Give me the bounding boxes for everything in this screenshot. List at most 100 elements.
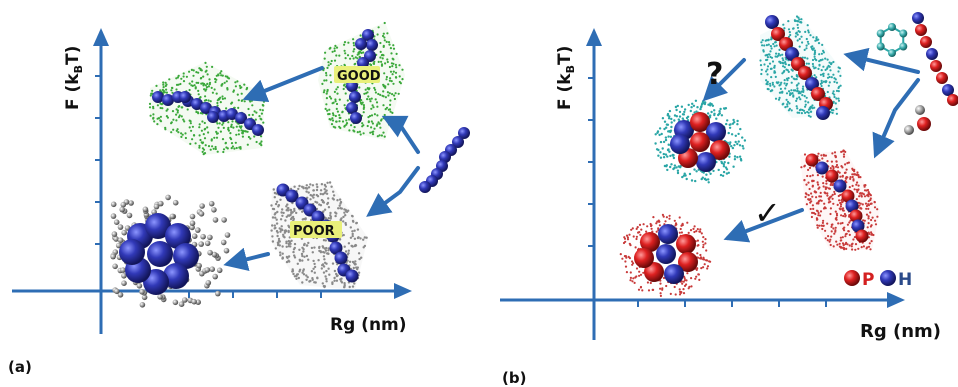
- solvent-particle: [117, 292, 124, 298]
- solvent-particle: [835, 216, 838, 219]
- solvent-particle: [262, 121, 265, 124]
- solvent-particle: [736, 119, 739, 123]
- solvent-particle: [371, 133, 375, 136]
- solvent-particle: [638, 231, 641, 234]
- solvent-particle: [251, 113, 254, 116]
- solvent-particle: [769, 82, 772, 85]
- solvent-particle: [822, 182, 825, 185]
- solvent-particle: [811, 62, 815, 66]
- solvent-particle: [804, 111, 807, 114]
- solvent-particle: [652, 216, 655, 219]
- solvent-particle: [288, 225, 291, 229]
- solvent-particle: [334, 98, 337, 101]
- solvent-particle: [113, 236, 119, 242]
- solvent-particle: [199, 112, 203, 115]
- solvent-particle: [121, 229, 127, 236]
- solvent-particle: [733, 144, 736, 147]
- solvent-particle: [787, 20, 790, 23]
- solvent-particle: [839, 239, 842, 242]
- solvent-particle: [628, 242, 631, 245]
- solvent-particle: [811, 48, 814, 51]
- solvent-particle: [219, 130, 222, 133]
- solvent-particle: [683, 277, 686, 280]
- solvent-particle: [822, 49, 825, 53]
- solvent-particle: [807, 114, 811, 117]
- solvent-particle: [689, 229, 693, 232]
- solvent-particle: [216, 104, 219, 107]
- solvent-particle: [312, 189, 315, 192]
- monomer-bead: [179, 91, 191, 103]
- solvent-particle: [796, 39, 799, 42]
- solvent-particle: [801, 41, 804, 44]
- monomer-bead: [207, 111, 219, 123]
- solvent-particle: [301, 254, 304, 258]
- solvent-particle: [362, 124, 365, 127]
- solvent-particle: [282, 233, 285, 236]
- solvent-particle: [834, 78, 837, 81]
- solvent-particle: [358, 130, 361, 133]
- solvent-particle: [736, 123, 739, 126]
- solvent-particle: [715, 117, 718, 120]
- solvent-particle: [209, 266, 215, 273]
- solvent-particle: [325, 71, 328, 75]
- solvent-particle: [260, 112, 263, 115]
- solvent-particle: [705, 173, 708, 176]
- solvent-particle: [322, 250, 325, 254]
- good-solvent-stretched-chain: [148, 61, 266, 156]
- solvent-particle: [842, 155, 846, 158]
- solvent-particle: [819, 195, 823, 198]
- solvent-particle: [189, 213, 196, 220]
- solvent-particle: [313, 246, 316, 249]
- solvent-particle: [734, 134, 737, 137]
- solvent-particle: [631, 260, 634, 263]
- solvent-particle: [330, 185, 333, 188]
- solvent-particle: [781, 62, 785, 65]
- solvent-particle: [822, 80, 825, 83]
- solvent-particle: [707, 181, 710, 184]
- solvent-particle: [216, 101, 219, 105]
- solvent-particle: [859, 202, 862, 205]
- solvent-particle: [659, 140, 663, 144]
- solvent-particle: [800, 35, 803, 38]
- solvent-particle: [835, 212, 839, 215]
- solvent-particle: [311, 184, 315, 187]
- solvent-particle: [381, 34, 385, 38]
- solvent-particle: [301, 271, 304, 274]
- solvent-particle: [334, 100, 337, 103]
- solvent-particle: [392, 47, 396, 50]
- solvent-particle: [809, 207, 812, 211]
- solvent-particle: [857, 174, 860, 177]
- solvent-particle: [276, 231, 279, 234]
- solvent-particle: [803, 48, 806, 52]
- solvent-particle: [634, 246, 637, 249]
- solvent-particle: [234, 85, 237, 88]
- good-label: GOOD: [337, 69, 381, 84]
- solvent-particle: [678, 231, 681, 234]
- solvent-particle: [835, 218, 838, 221]
- solvent-particle: [260, 118, 263, 121]
- solvent-particle: [377, 60, 380, 64]
- solvent-particle: [297, 276, 300, 280]
- solvent-particle: [219, 101, 222, 104]
- solvent-particle: [787, 90, 791, 93]
- solvent-particle: [672, 167, 675, 171]
- solvent-particle: [822, 185, 825, 188]
- solvent-particle: [848, 186, 851, 189]
- monomer-bead: [658, 224, 678, 244]
- solvent-particle: [762, 49, 765, 52]
- solvent-particle: [312, 193, 316, 196]
- solvent-particle: [300, 252, 304, 256]
- solvent-particle: [191, 233, 198, 239]
- solvent-particle: [337, 207, 340, 210]
- solvent-particle: [834, 210, 837, 213]
- solvent-particle: [765, 79, 768, 82]
- solvent-particle: [238, 125, 241, 128]
- solvent-particle: [360, 256, 363, 259]
- solvent-particle: [346, 99, 349, 102]
- solvent-particle: [310, 218, 313, 222]
- solvent-particle: [838, 245, 842, 248]
- solvent-particle: [192, 69, 195, 72]
- solvent-particle: [374, 91, 377, 94]
- solvent-particle: [659, 294, 663, 297]
- solvent-particle: [287, 255, 291, 258]
